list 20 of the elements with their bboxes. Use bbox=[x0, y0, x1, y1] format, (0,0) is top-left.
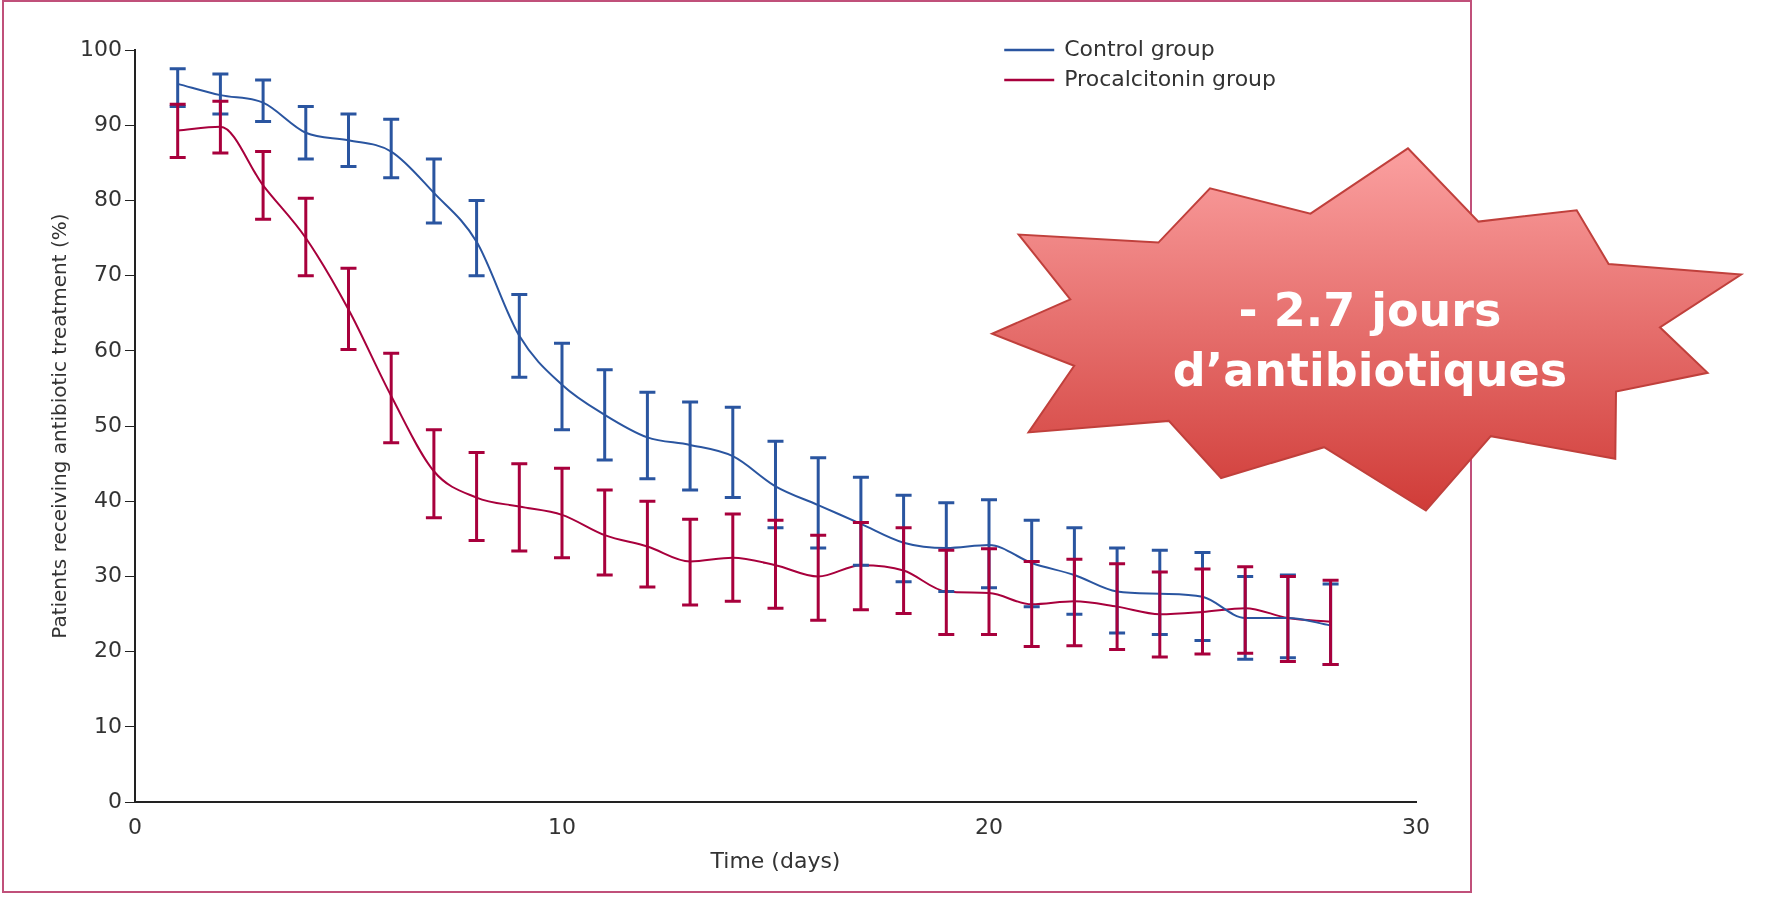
legend-label: Procalcitonin group bbox=[1064, 65, 1277, 91]
x-tick-label: 10 bbox=[547, 814, 576, 840]
y-tick-label: 70 bbox=[93, 261, 122, 287]
y-tick-label: 10 bbox=[93, 712, 122, 738]
y-tick-label: 30 bbox=[93, 562, 122, 588]
y-tick-label: 0 bbox=[107, 787, 122, 813]
y-tick-label: 50 bbox=[93, 411, 122, 437]
legend-label: Control group bbox=[1064, 35, 1215, 61]
x-tick-label: 0 bbox=[127, 814, 142, 840]
y-tick-label: 100 bbox=[79, 35, 122, 61]
annotation: - 2.7 jours d’antibiotiques bbox=[1171, 282, 1569, 399]
y-tick-label: 40 bbox=[93, 487, 122, 513]
x-tick-label: 20 bbox=[975, 814, 1003, 840]
y-tick-label: 80 bbox=[93, 186, 122, 212]
x-axis-title: Time (days) bbox=[709, 847, 841, 873]
y-axis-title: Patients receiving antibiotic treatment (%) bbox=[47, 213, 72, 639]
y-tick-label: 20 bbox=[93, 637, 122, 663]
y-tick-label: 90 bbox=[93, 110, 122, 136]
x-tick-label: 30 bbox=[1402, 814, 1430, 840]
y-tick-label: 60 bbox=[93, 336, 122, 362]
